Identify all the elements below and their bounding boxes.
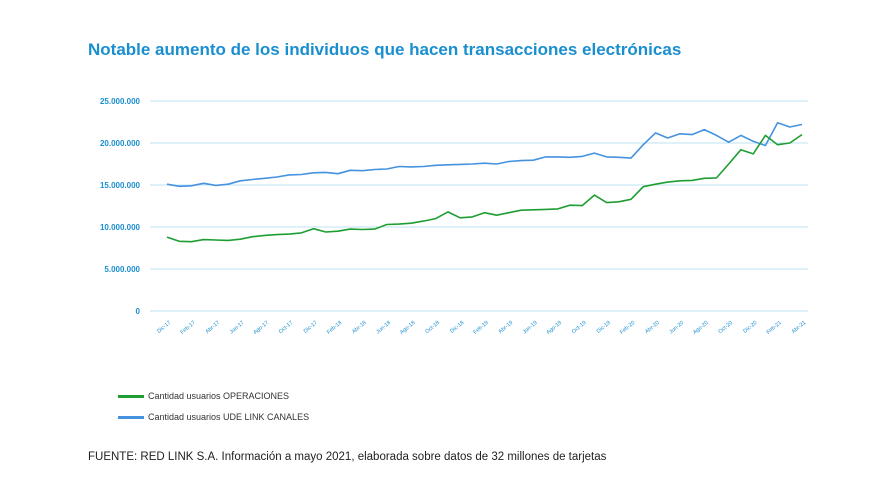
x-tick-label: Dic-18: [449, 320, 465, 335]
x-tick-label: Dic-17: [156, 320, 172, 335]
series-line: [166, 133, 803, 243]
x-tick-label: Feb-18: [326, 320, 343, 336]
x-tick-label: Oct-19: [571, 320, 588, 335]
x-tick-label: Ago-18: [399, 320, 416, 336]
x-tick-label: Feb-21: [766, 320, 783, 336]
x-tick-label: Feb-19: [473, 320, 490, 336]
y-tick-label: 25.000.000: [100, 97, 141, 106]
y-tick-label: 20.000.000: [100, 139, 141, 148]
legend-swatch-canales: [118, 415, 144, 419]
x-tick-label: Jun-20: [668, 320, 685, 335]
legend-item-canales[interactable]: Cantidad usuarios UDE LINK CANALES: [118, 412, 309, 422]
legend-swatch-operaciones: [118, 394, 144, 398]
source-note: FUENTE: RED LINK S.A. Información a mayo…: [88, 451, 607, 463]
x-tick-label: Dic-20: [742, 320, 758, 335]
y-tick-label: 5.000.000: [104, 265, 140, 274]
legend-item-operaciones[interactable]: Cantidad usuarios OPERACIONES: [118, 391, 289, 401]
x-tick-label: Dic-17: [303, 320, 319, 335]
legend-label-canales: Cantidad usuarios UDE LINK CANALES: [148, 412, 310, 422]
x-tick-label: Oct-18: [424, 320, 441, 335]
y-tick-label: 10.000.000: [100, 223, 141, 232]
x-tick-labels: Dic-17 Feb-17 Abr-17 Jun-17 Ago-17 Oct-17 Dic-…: [156, 320, 807, 336]
chart-title: Notable aumento de los individuos que ha…: [88, 40, 682, 59]
x-tick-label: Oct-17: [278, 320, 295, 335]
x-tick-label: Abr-21: [791, 320, 808, 335]
x-tick-label: Abr-18: [351, 320, 368, 335]
x-tick-label: Jun-19: [522, 320, 539, 335]
y-tick-label: 0: [136, 307, 141, 316]
y-tick-labels: 0 5.000.000 10.000.000 15.000.000 20.000.000…: [100, 97, 141, 316]
x-tick-label: Dic-19: [596, 320, 612, 335]
x-tick-label: Jun-18: [375, 320, 392, 335]
x-tick-label: Abr-17: [205, 320, 222, 335]
x-tick-label: Ago-19: [546, 320, 563, 336]
x-tick-label: Feb-17: [179, 320, 196, 336]
series-line: [166, 122, 803, 188]
series-lines: [166, 122, 803, 243]
x-tick-label: Oct-20: [718, 320, 735, 335]
x-tick-label: Abr-20: [644, 320, 661, 335]
x-tick-label: Feb-20: [619, 320, 636, 336]
grid-lines: [150, 100, 808, 312]
x-tick-label: Ago-20: [692, 320, 709, 336]
x-tick-label: Abr-19: [498, 320, 515, 335]
legend-label-operaciones: Cantidad usuarios OPERACIONES: [148, 391, 290, 401]
x-tick-label: Jun-17: [229, 320, 246, 335]
y-tick-label: 15.000.000: [100, 181, 141, 190]
x-tick-label: Ago-17: [253, 320, 270, 336]
